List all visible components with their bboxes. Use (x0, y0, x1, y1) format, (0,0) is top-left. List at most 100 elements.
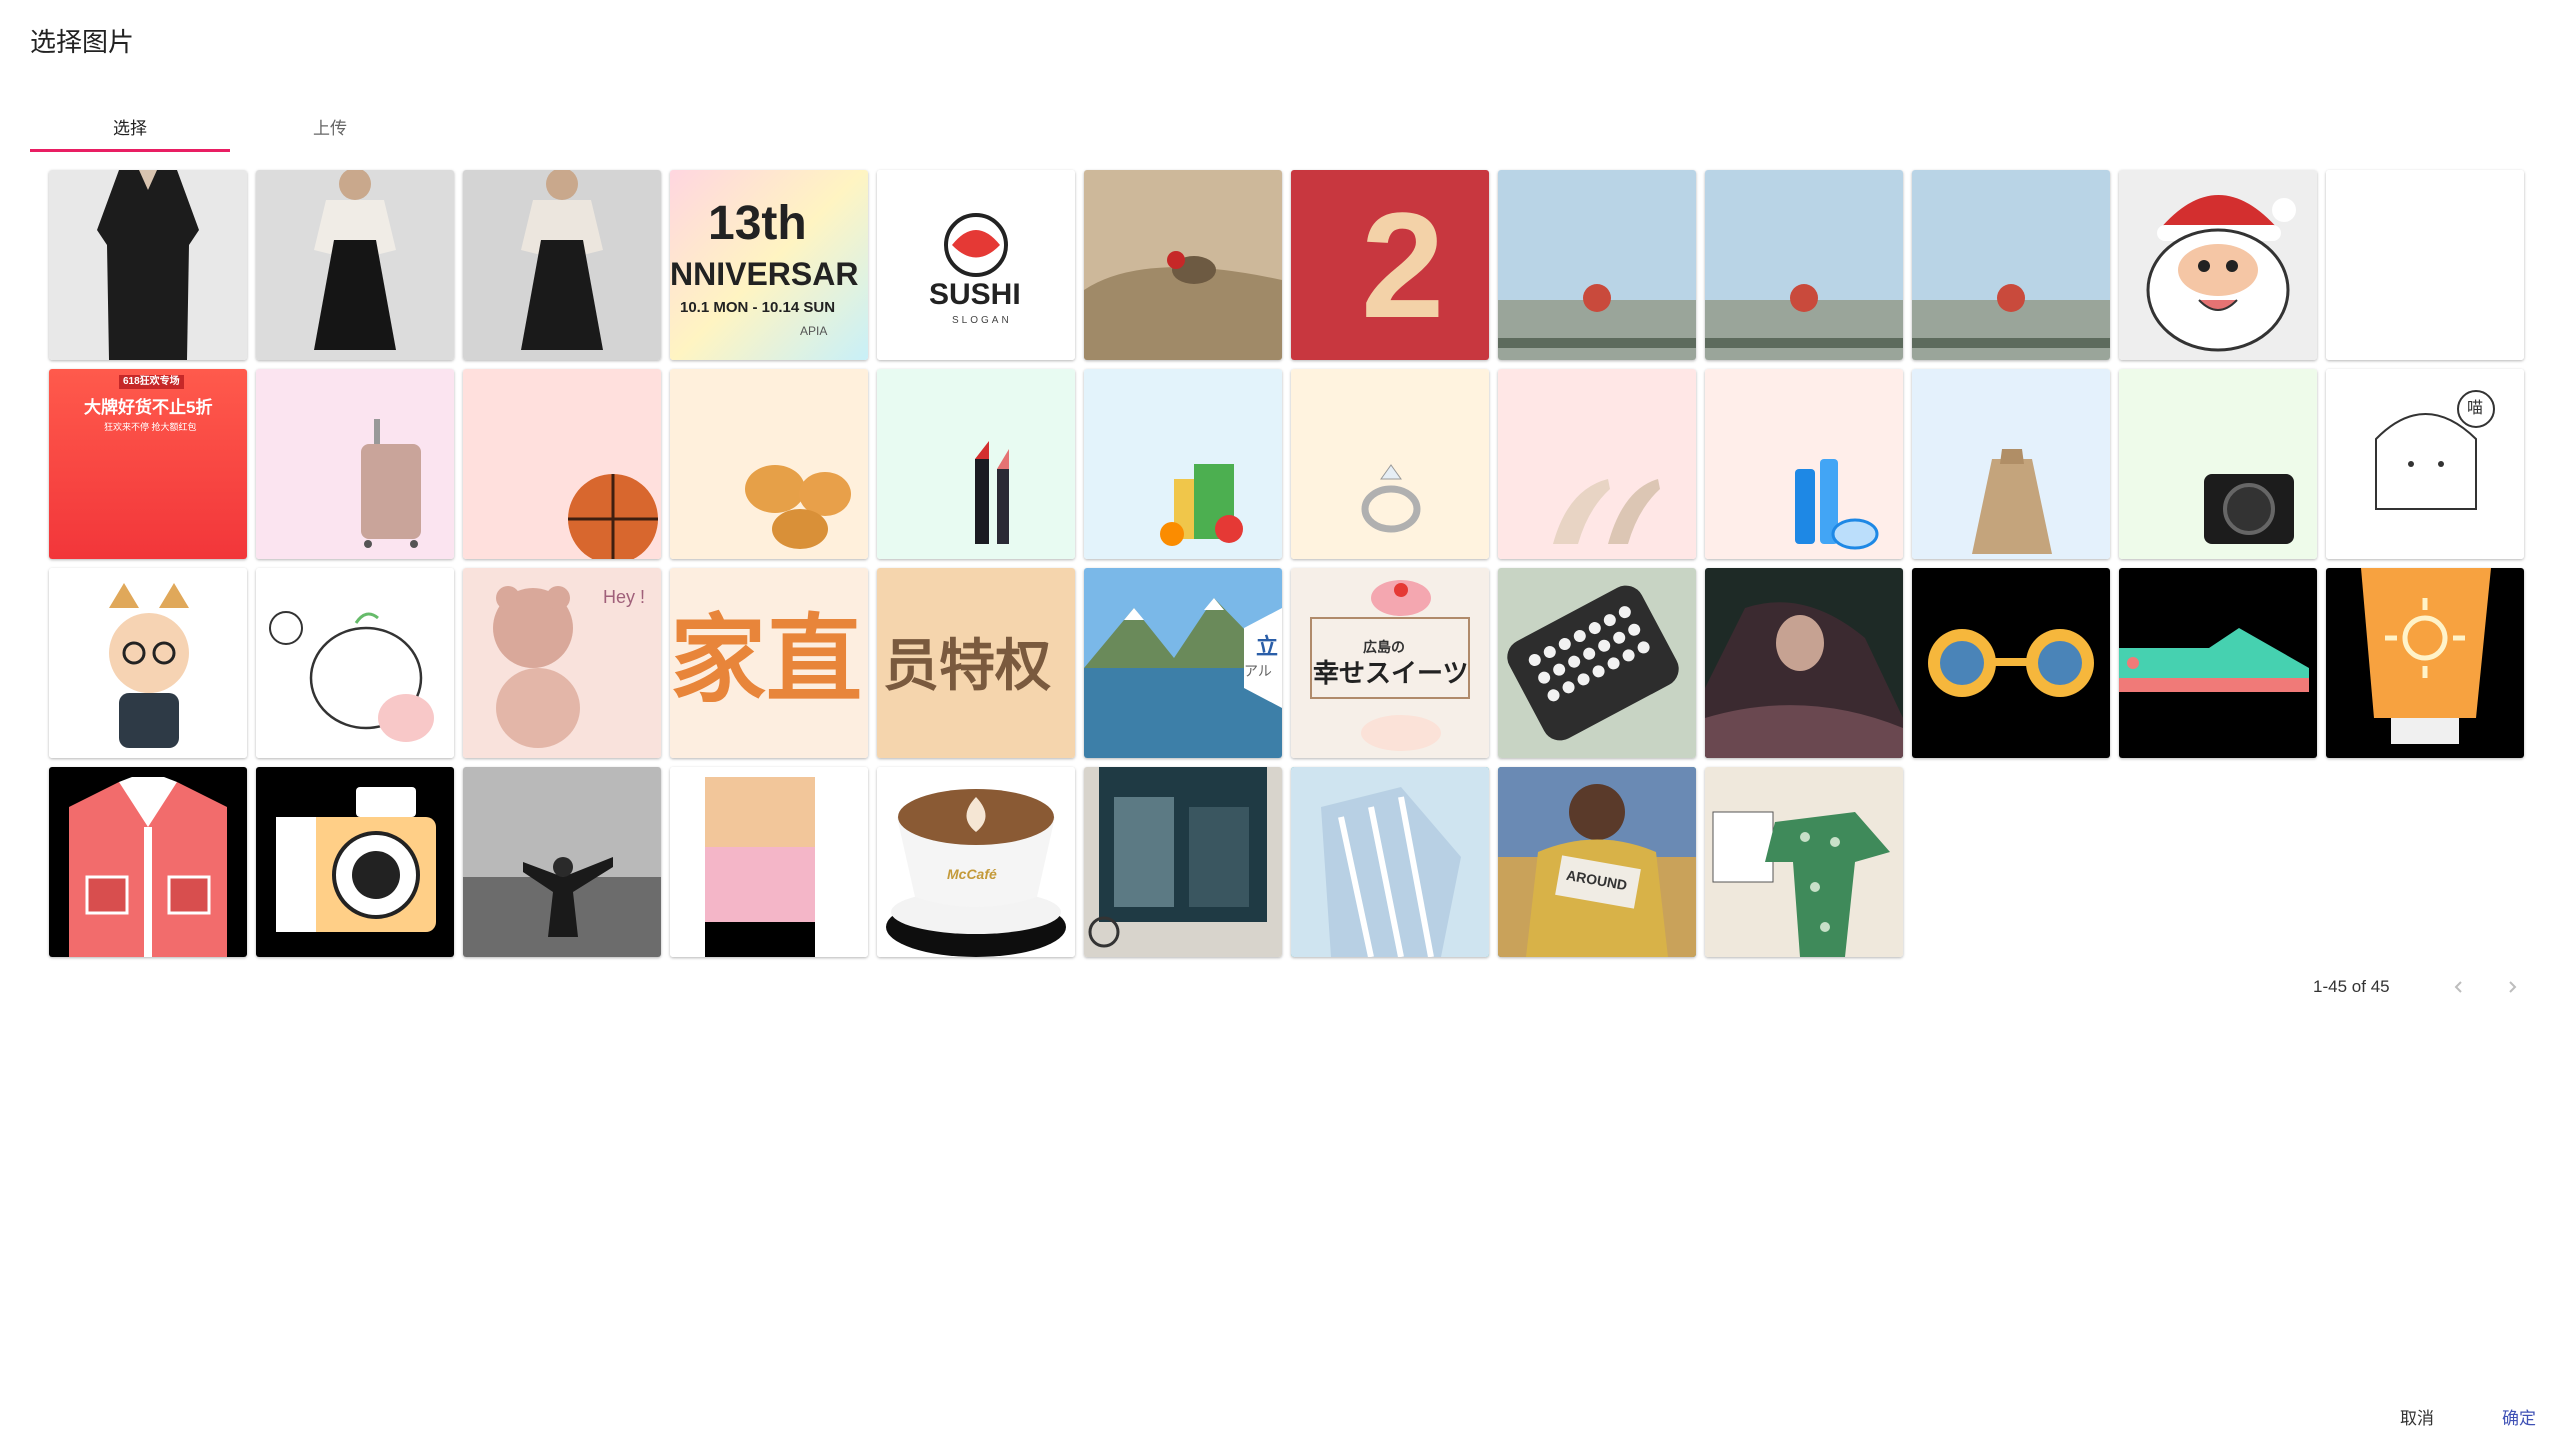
sweets-main: 幸せスイーツ (1313, 658, 1469, 688)
promo-head: 618狂欢专场 (119, 375, 184, 389)
cancel-button[interactable]: 取消 (2390, 1400, 2444, 1433)
image-tile[interactable] (670, 767, 868, 957)
image-tile[interactable] (1912, 369, 2110, 559)
bear-shape (493, 586, 580, 748)
image-tile[interactable] (256, 170, 454, 360)
coffee-cup-image (877, 767, 1075, 957)
black-dress-image (49, 170, 247, 360)
image-tile[interactable]: 员特权 (877, 568, 1075, 758)
lipstick-image (877, 369, 1075, 559)
image-tile[interactable] (49, 170, 247, 360)
tab-upload[interactable]: 上传 (313, 118, 347, 138)
striped-shirt-image (1291, 767, 1489, 957)
mountain-text: 立 (1256, 634, 1279, 659)
image-tile[interactable] (2326, 170, 2524, 360)
basketball-image (463, 369, 661, 559)
image-tile[interactable] (2119, 170, 2317, 360)
image-grid: 13th NNIVERSAR 10.1 MON - 10.14 SUN APIA… (49, 170, 2527, 957)
image-tile[interactable]: Hey ! (463, 568, 661, 758)
sushi-word: SUSHI (929, 278, 1021, 311)
image-tile[interactable]: 2 (1291, 170, 1489, 360)
image-tile[interactable] (463, 170, 661, 360)
image-tile[interactable]: 立 アル (1084, 568, 1282, 758)
tab-indicator (30, 149, 230, 152)
image-tile[interactable] (1705, 369, 1903, 559)
mountain-lake-image (1084, 568, 1282, 758)
tab-bar: 选择 上传 (30, 100, 430, 152)
image-tile[interactable] (2119, 369, 2317, 559)
image-tile[interactable] (49, 568, 247, 758)
skincare-image (1705, 369, 1903, 559)
image-tile[interactable] (256, 369, 454, 559)
camera-photo-image (2119, 369, 2317, 559)
previous-page-button[interactable] (2441, 972, 2477, 1002)
cartoon-boy-cat-image (49, 568, 247, 758)
dialog-actions: 取消 确定 (2390, 1400, 2546, 1433)
woman-car-image (1705, 568, 1903, 758)
member-text: 员特权 (883, 634, 1051, 697)
sushi-logo-image (877, 170, 1075, 360)
image-tile[interactable] (1705, 568, 1903, 758)
pagination-range: 1-45 of 45 (2313, 977, 2390, 996)
image-tile[interactable]: 広島の 幸せスイーツ (1291, 568, 1489, 758)
image-tile[interactable]: McCafé (877, 767, 1075, 957)
stadium-image (1705, 170, 1903, 360)
trench-coat-image (1912, 369, 2110, 559)
chevron-right-icon (2509, 981, 2517, 993)
image-tile-selected[interactable] (1291, 767, 1489, 957)
cartoon-bun-image (256, 568, 454, 758)
image-tile[interactable]: 13th NNIVERSAR 10.1 MON - 10.14 SUN APIA (670, 170, 868, 360)
beach-man-image (463, 767, 661, 957)
image-tile[interactable] (1084, 369, 1282, 559)
image-tile[interactable] (1912, 568, 2110, 758)
image-tile-selected[interactable]: AROUND (1498, 767, 1696, 957)
next-page-button[interactable] (2494, 972, 2530, 1002)
image-tile[interactable] (1705, 767, 1903, 957)
image-tile[interactable]: 家直 (670, 568, 868, 758)
image-tile[interactable] (2326, 568, 2524, 758)
suitcase-image (256, 369, 454, 559)
image-tile[interactable]: SUSHI SLOGAN (877, 170, 1075, 360)
cartoon-girl-image (2326, 369, 2524, 559)
marshmallow-image (670, 767, 868, 957)
dress-model-image (463, 170, 661, 360)
girl-bubble-text: 喵 (2467, 400, 2484, 417)
image-tile[interactable] (1084, 170, 1282, 360)
image-tile[interactable]: 喵 (2326, 369, 2524, 559)
anniversary-date-text: 10.1 MON - 10.14 SUN (680, 299, 836, 316)
coffee-brand: McCafé (947, 866, 997, 882)
confirm-button[interactable]: 确定 (2492, 1400, 2546, 1433)
bird-image (1084, 170, 1282, 360)
image-tile[interactable] (1705, 170, 1903, 360)
dialog-title: 选择图片 (30, 27, 135, 57)
image-tile[interactable] (2119, 568, 2317, 758)
image-tile[interactable]: 618狂欢专场 大牌好货不止5折 狂欢来不停 抢大额红包 (49, 369, 247, 559)
image-tile[interactable] (1498, 369, 1696, 559)
sweater-image (1498, 767, 1696, 957)
member-text-image (877, 568, 1075, 758)
red-banner-image (1291, 170, 1489, 360)
home-text-image (670, 568, 868, 758)
image-tile[interactable] (1498, 568, 1696, 758)
sweets-top: 広島の (1363, 639, 1405, 655)
image-tile[interactable] (877, 369, 1075, 559)
image-tile[interactable] (463, 369, 661, 559)
tab-select[interactable]: 选择 (113, 118, 147, 138)
image-tile[interactable] (1498, 170, 1696, 360)
image-tile[interactable] (463, 767, 661, 957)
glasses-icon-image (1912, 568, 2110, 758)
shirt-icon-image (49, 767, 247, 957)
image-tile[interactable] (256, 568, 454, 758)
image-tile[interactable] (1291, 369, 1489, 559)
ring-image (1291, 369, 1489, 559)
promo-main: 大牌好货不止5折 (84, 398, 213, 417)
image-tile[interactable] (49, 767, 247, 957)
green-outfit-image (1705, 767, 1903, 957)
image-tile[interactable] (670, 369, 868, 559)
stadium-image (1498, 170, 1696, 360)
sunscreen-icon-image (2326, 568, 2524, 758)
anniversary-poster-image (670, 170, 868, 360)
image-tile[interactable] (1912, 170, 2110, 360)
image-tile[interactable] (1084, 767, 1282, 957)
image-tile[interactable] (256, 767, 454, 957)
